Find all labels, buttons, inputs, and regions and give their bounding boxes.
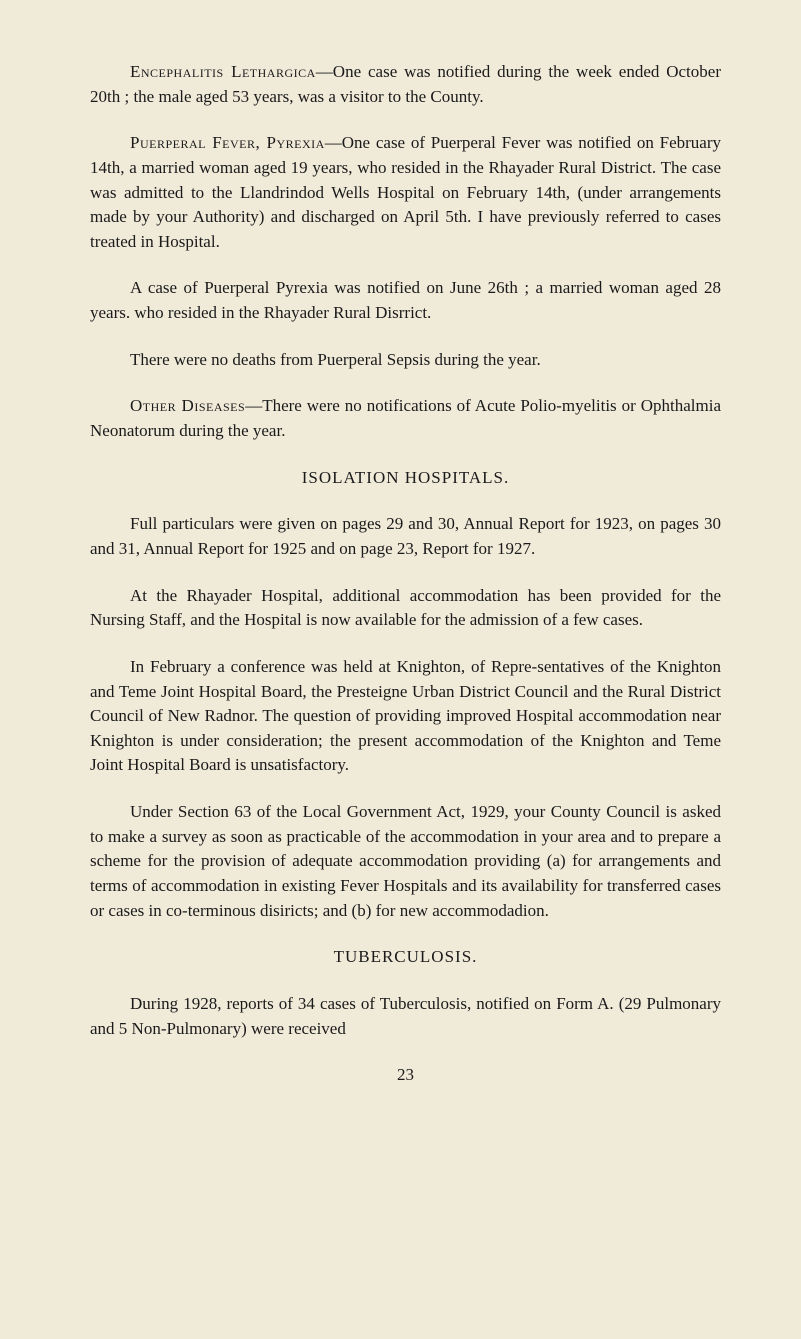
body-rhayader: At the Rhayader Hospital, additional acc…: [90, 586, 721, 630]
paragraph-conference: In February a conference was held at Kni…: [90, 655, 721, 778]
paragraph-rhayader: At the Rhayader Hospital, additional acc…: [90, 584, 721, 633]
heading-tuberculosis: TUBERCULOSIS.: [90, 945, 721, 970]
paragraph-tuberculosis-reports: During 1928, reports of 34 cases of Tube…: [90, 992, 721, 1041]
heading-isolation-hospitals: ISOLATION HOSPITALS.: [90, 466, 721, 491]
paragraph-particulars: Full particulars were given on pages 29 …: [90, 512, 721, 561]
body-tuberculosis-reports: During 1928, reports of 34 cases of Tube…: [90, 994, 721, 1038]
paragraph-no-deaths: There were no deaths from Puerperal Seps…: [90, 348, 721, 373]
paragraph-puerperal: Puerperal Fever, Pyrexia—One case of Pue…: [90, 131, 721, 254]
paragraph-section63: Under Section 63 of the Local Government…: [90, 800, 721, 923]
body-pyrexia-case: A case of Puerperal Pyrexia was notified…: [90, 278, 721, 322]
body-conference: In February a conference was held at Kni…: [90, 657, 721, 775]
lead-encephalitis: Encephalitis Lethargica: [130, 62, 316, 81]
page-number: 23: [90, 1063, 721, 1088]
body-no-deaths: There were no deaths from Puerperal Seps…: [130, 350, 541, 369]
lead-other-diseases: Other Diseases: [130, 396, 245, 415]
body-particulars: Full particulars were given on pages 29 …: [90, 514, 721, 558]
paragraph-other-diseases: Other Diseases—There were no notificatio…: [90, 394, 721, 443]
paragraph-pyrexia-case: A case of Puerperal Pyrexia was notified…: [90, 276, 721, 325]
paragraph-encephalitis: Encephalitis Lethargica—One case was not…: [90, 60, 721, 109]
lead-puerperal: Puerperal Fever, Pyrexia: [130, 133, 325, 152]
body-section63: Under Section 63 of the Local Government…: [90, 802, 721, 920]
